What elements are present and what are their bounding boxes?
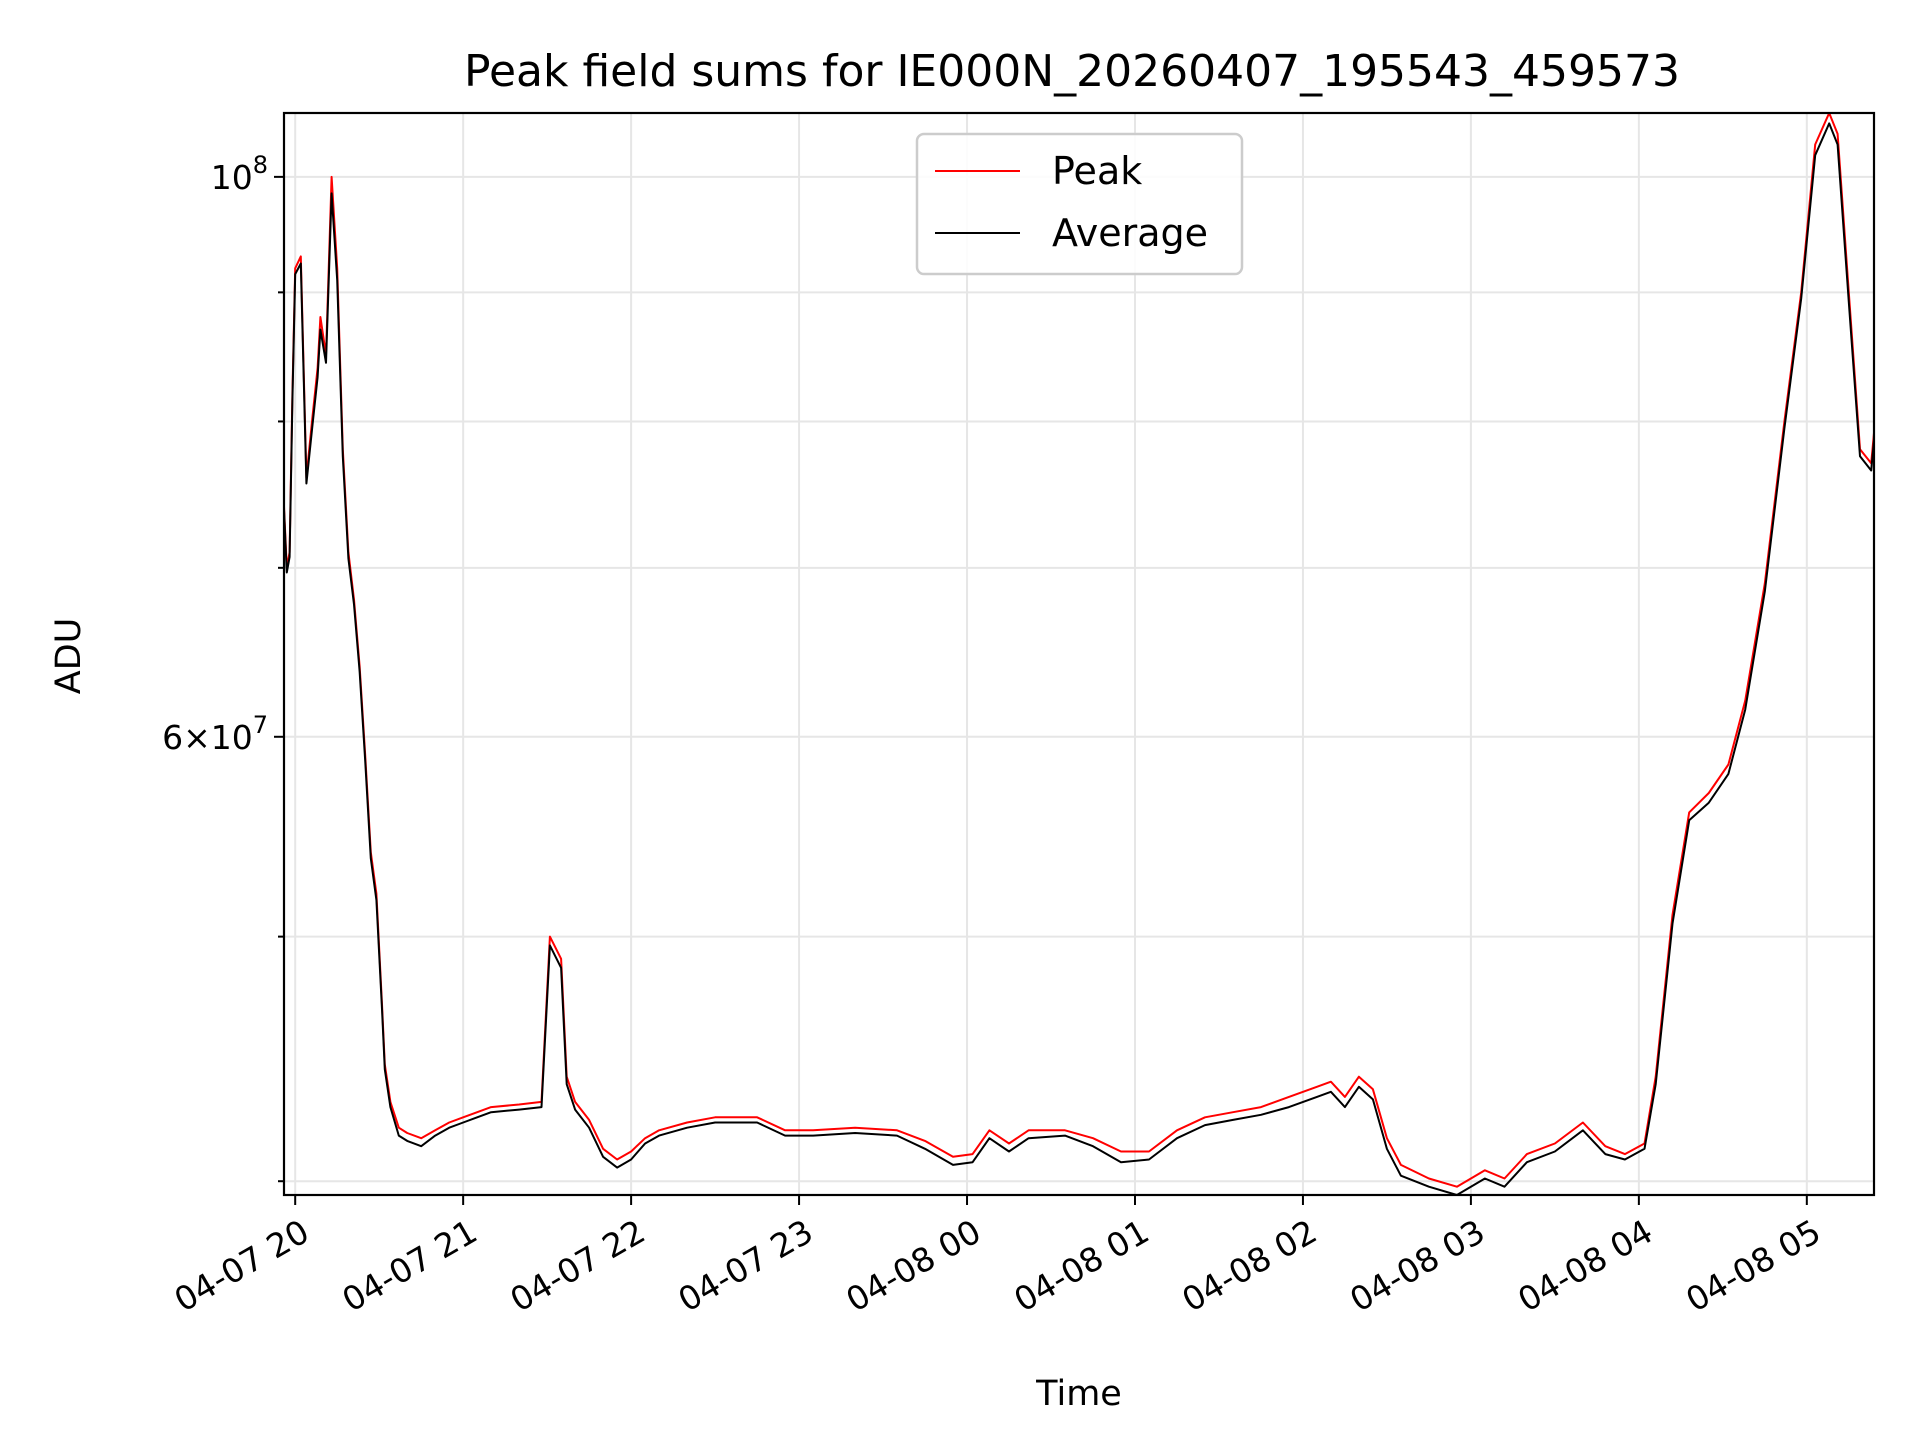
y-tick-label: 108	[211, 151, 268, 197]
y-tick-label-base: 10	[211, 158, 253, 197]
gridlines	[284, 113, 1874, 1195]
plot-frame	[282, 111, 1876, 1197]
chart-title: Peak field sums for IE000N_20260407_1955…	[464, 46, 1680, 97]
x-axis-label: Time	[1035, 1374, 1122, 1414]
legend-label-average: Average	[1052, 211, 1208, 255]
series-line-average	[284, 122, 1874, 1195]
y-tick-label: 6×107	[162, 711, 268, 757]
y-tick-label-base: 6×10	[162, 718, 253, 757]
legend: Peak Average	[915, 132, 1244, 276]
series-layer	[284, 113, 1874, 1195]
y-tick-label-exponent: 8	[253, 151, 268, 179]
legend-label-peak: Peak	[1052, 149, 1142, 193]
y-tick-label-exponent: 7	[253, 711, 268, 739]
legend-box	[915, 132, 1244, 276]
y-axis: 108 6×107	[162, 151, 284, 1183]
y-axis-label: ADU	[49, 618, 89, 695]
